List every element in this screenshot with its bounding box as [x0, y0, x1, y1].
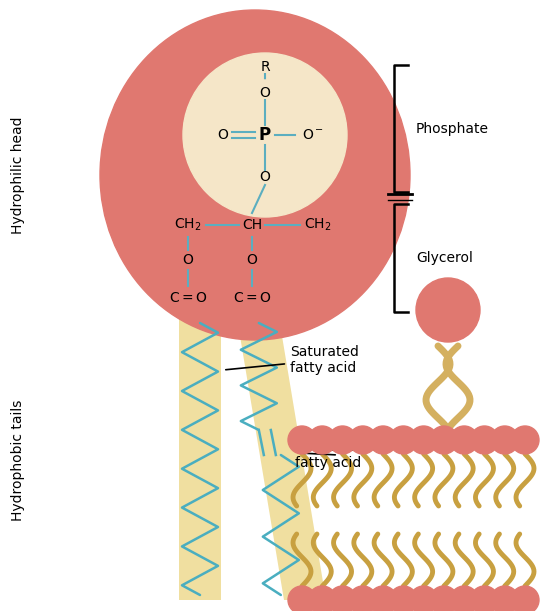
- Text: O: O: [246, 253, 257, 267]
- Circle shape: [450, 426, 478, 454]
- Circle shape: [410, 426, 437, 454]
- Circle shape: [511, 586, 539, 611]
- Circle shape: [491, 586, 519, 611]
- Text: CH: CH: [242, 218, 262, 232]
- Text: O: O: [259, 86, 270, 100]
- Circle shape: [369, 586, 397, 611]
- Text: Glycerol: Glycerol: [416, 251, 473, 265]
- Circle shape: [329, 586, 356, 611]
- Circle shape: [288, 586, 316, 611]
- Text: O: O: [183, 253, 194, 267]
- Circle shape: [430, 426, 458, 454]
- Circle shape: [308, 426, 336, 454]
- Text: Hydrophobic tails: Hydrophobic tails: [11, 400, 25, 521]
- Text: CH$_2$: CH$_2$: [304, 217, 332, 233]
- Polygon shape: [237, 318, 326, 600]
- Circle shape: [416, 278, 480, 342]
- Circle shape: [511, 426, 539, 454]
- Circle shape: [349, 426, 377, 454]
- Circle shape: [430, 586, 458, 611]
- Text: Hydrophilic head: Hydrophilic head: [11, 116, 25, 234]
- Circle shape: [491, 426, 519, 454]
- Text: R: R: [260, 60, 270, 74]
- Circle shape: [369, 426, 397, 454]
- Circle shape: [471, 426, 498, 454]
- Bar: [179, 318, 221, 600]
- Text: C$=$O: C$=$O: [233, 291, 271, 305]
- Circle shape: [349, 586, 377, 611]
- Circle shape: [390, 426, 417, 454]
- Text: O: O: [218, 128, 228, 142]
- Circle shape: [288, 426, 316, 454]
- Circle shape: [410, 586, 437, 611]
- Circle shape: [390, 586, 417, 611]
- Circle shape: [183, 53, 347, 217]
- Text: Saturated
fatty acid: Saturated fatty acid: [226, 345, 359, 375]
- Text: O: O: [259, 170, 270, 184]
- Text: C$=$O: C$=$O: [169, 291, 207, 305]
- Circle shape: [471, 586, 498, 611]
- Text: CH$_2$: CH$_2$: [174, 217, 202, 233]
- Circle shape: [329, 426, 356, 454]
- Text: Phosphate: Phosphate: [416, 122, 489, 136]
- Text: O$^-$: O$^-$: [302, 128, 324, 142]
- Ellipse shape: [100, 10, 410, 340]
- Text: Unsaturated
fatty acid: Unsaturated fatty acid: [295, 440, 381, 470]
- Circle shape: [450, 586, 478, 611]
- Text: P: P: [259, 126, 271, 144]
- Circle shape: [308, 586, 336, 611]
